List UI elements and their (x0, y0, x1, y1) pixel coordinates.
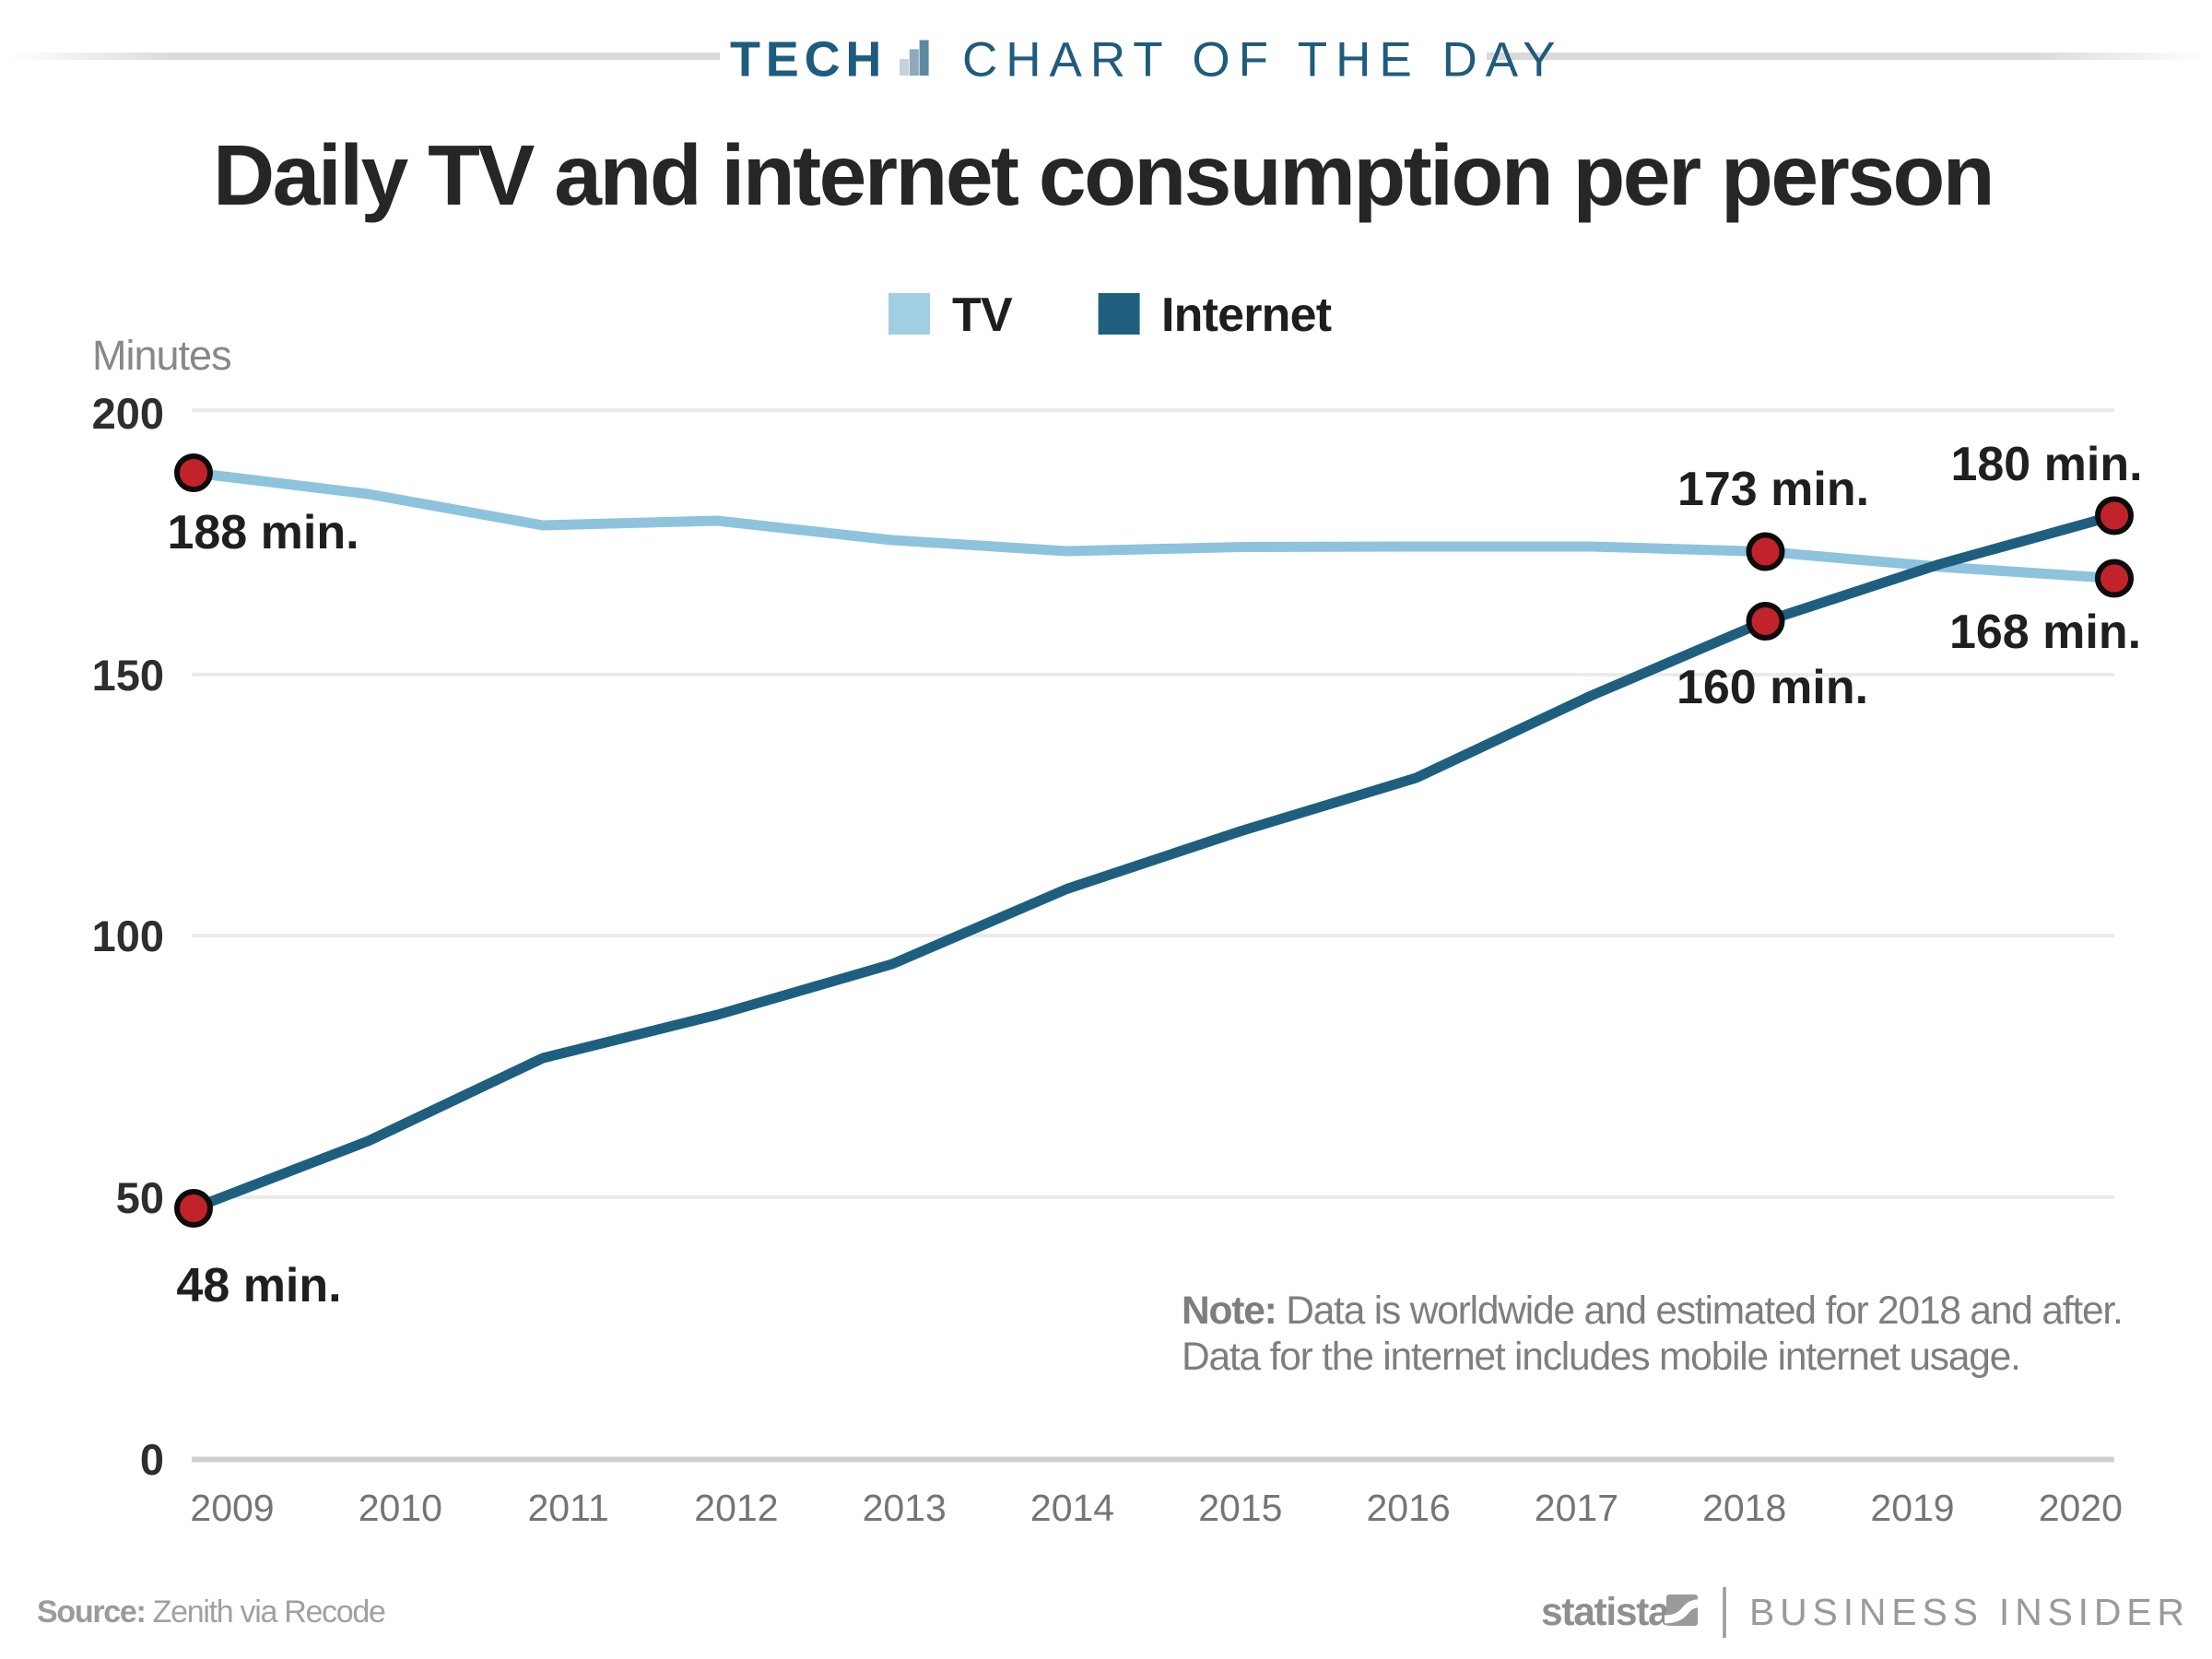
svg-text:Minutes: Minutes (92, 332, 231, 379)
svg-text:Source: Zenith via Recode: Source: Zenith via Recode (37, 1594, 385, 1630)
svg-text:2011: 2011 (528, 1487, 609, 1529)
svg-text:Daily TV and internet consumpt: Daily TV and internet consumption per pe… (213, 127, 1993, 223)
svg-text:CHART OF THE DAY: CHART OF THE DAY (962, 33, 1564, 88)
svg-text:2013: 2013 (863, 1487, 947, 1529)
svg-text:2016: 2016 (1366, 1487, 1450, 1529)
svg-text:2018: 2018 (1702, 1487, 1786, 1529)
svg-text:150: 150 (92, 651, 164, 700)
svg-text:TECH: TECH (730, 32, 887, 88)
svg-text:50: 50 (116, 1173, 164, 1222)
svg-text:180 min.: 180 min. (1950, 438, 2142, 491)
svg-text:160 min.: 160 min. (1677, 661, 1868, 714)
svg-text:2015: 2015 (1198, 1487, 1282, 1529)
svg-text:Internet: Internet (1161, 288, 1332, 342)
svg-text:Data for the internet includes: Data for the internet includes mobile in… (1182, 1335, 2020, 1379)
svg-text:100: 100 (92, 912, 164, 960)
svg-text:0: 0 (140, 1435, 164, 1484)
svg-text:2017: 2017 (1535, 1487, 1618, 1529)
svg-text:2010: 2010 (359, 1487, 442, 1529)
svg-text:2012: 2012 (694, 1487, 778, 1529)
svg-text:2014: 2014 (1030, 1487, 1114, 1529)
svg-text:statista: statista (1541, 1591, 1670, 1634)
svg-text:2020: 2020 (2039, 1487, 2123, 1529)
svg-text:188 min.: 188 min. (167, 506, 359, 559)
svg-text:2009: 2009 (190, 1487, 274, 1529)
svg-text:200: 200 (92, 389, 164, 438)
svg-text:BUSINESS INSIDER: BUSINESS INSIDER (1749, 1591, 2190, 1633)
svg-text:168 min.: 168 min. (1949, 606, 2141, 659)
svg-text:2019: 2019 (1870, 1487, 1954, 1529)
svg-text:Note: Data is worldwide and es: Note: Data is worldwide and estimated fo… (1182, 1289, 2123, 1333)
svg-text:TV: TV (952, 288, 1013, 342)
svg-text:173 min.: 173 min. (1677, 463, 1869, 516)
svg-text:48 min.: 48 min. (176, 1259, 341, 1312)
